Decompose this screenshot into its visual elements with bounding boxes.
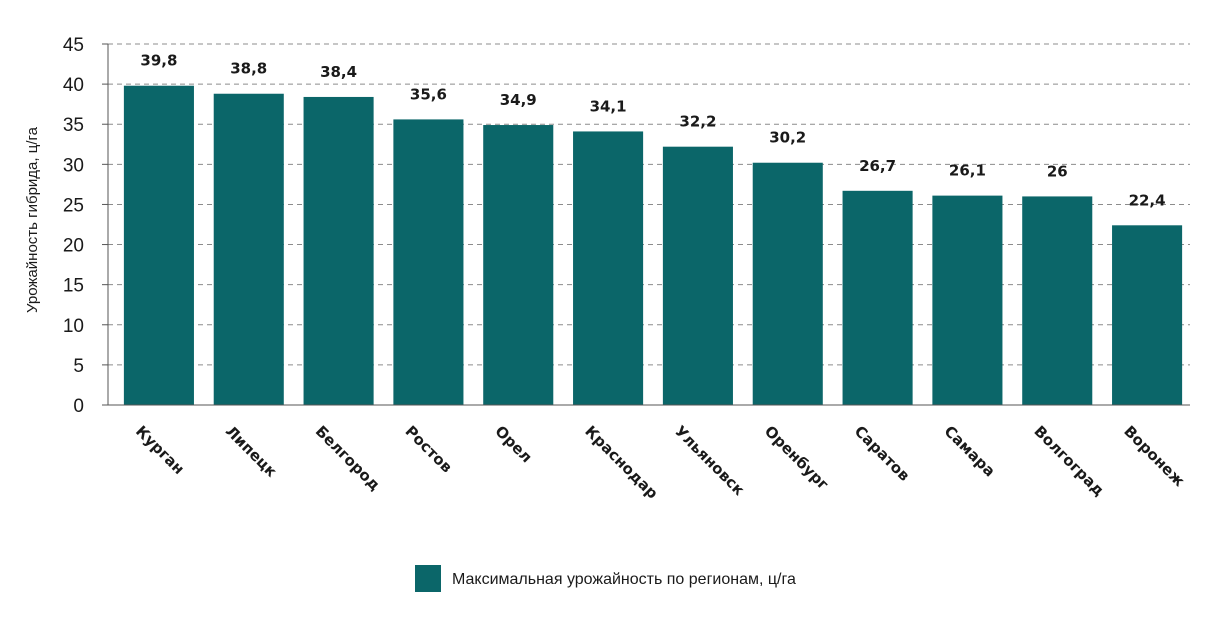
x-tick-label: Краснодар <box>581 422 662 503</box>
bar <box>662 146 733 405</box>
x-tick-label: Воронеж <box>1120 422 1188 490</box>
x-tick-label: Орел <box>491 422 535 466</box>
grid-lines <box>108 43 1190 366</box>
legend-label: Максимальная урожайность по регионам, ц/… <box>452 571 796 588</box>
y-tick-label: 15 <box>63 276 84 297</box>
y-axis-title: Урожайность гибрида, ц/га <box>24 126 41 313</box>
data-label: 34,1 <box>590 97 627 115</box>
data-labels: 39,8 38,8 38,4 35,6 34,9 34,1 32,2 30,2 26,7 26,1… <box>140 52 1165 210</box>
data-label: 30,2 <box>769 129 806 147</box>
y-tick-label: 0 <box>73 396 84 417</box>
bar <box>483 125 554 405</box>
x-tick-label: Оренбург <box>761 422 832 493</box>
x-tick-label: Ульяновск <box>671 422 748 499</box>
bar <box>123 85 194 406</box>
data-label: 38,4 <box>320 63 357 81</box>
data-label: 22,4 <box>1129 191 1166 209</box>
bar <box>1022 196 1093 405</box>
data-label: 35,6 <box>410 85 447 103</box>
y-tick-label: 5 <box>73 356 84 377</box>
category-labels: Курган Липецк Белгород Ростов Орел Краснодар У… <box>132 422 1188 503</box>
x-tick-label: Волгоград <box>1030 422 1108 500</box>
x-tick-label: Белгород <box>312 422 384 494</box>
x-tick-label: Самара <box>941 422 999 480</box>
data-label: 39,8 <box>140 52 177 70</box>
y-tick-label: 10 <box>63 316 84 337</box>
bar <box>573 131 644 406</box>
y-tick-label: 25 <box>63 195 84 216</box>
bar <box>752 162 823 405</box>
bars <box>123 85 1183 406</box>
bar <box>842 190 913 405</box>
bar <box>213 93 284 405</box>
bar <box>1112 225 1183 405</box>
x-tick-label: Ростов <box>402 422 456 476</box>
x-tick-label: Липецк <box>222 422 281 481</box>
y-tick-label: 20 <box>63 236 84 257</box>
x-tick-label: Саратов <box>851 422 914 485</box>
bar <box>303 96 374 406</box>
legend: Максимальная урожайность по регионам, ц/… <box>415 565 796 592</box>
data-label: 26 <box>1047 162 1068 180</box>
data-label: 32,2 <box>679 113 716 131</box>
y-axis: 0 5 10 15 20 25 30 35 40 45 <box>63 35 1190 417</box>
y-tick-label: 40 <box>63 75 84 96</box>
data-label: 38,8 <box>230 60 267 78</box>
data-label: 26,7 <box>859 157 896 175</box>
data-label: 34,9 <box>500 91 537 109</box>
bar <box>932 195 1003 405</box>
bar <box>393 119 464 406</box>
y-tick-label: 35 <box>63 115 84 136</box>
y-tick-label: 45 <box>63 35 84 56</box>
x-tick-label: Курган <box>132 422 188 478</box>
y-tick-label: 30 <box>63 155 84 176</box>
legend-swatch <box>415 565 441 592</box>
data-label: 26,1 <box>949 162 986 180</box>
